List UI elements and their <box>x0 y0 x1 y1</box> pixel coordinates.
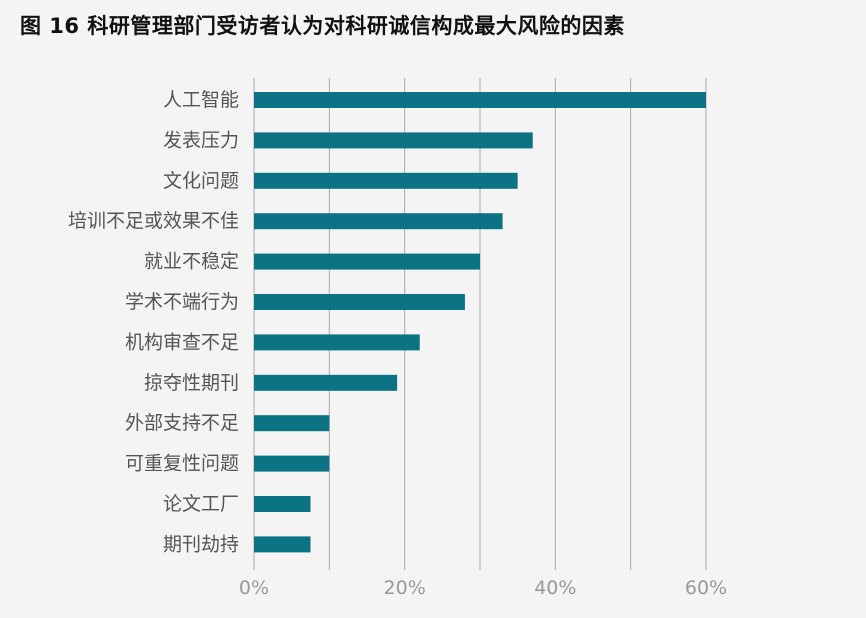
category-label: 期刊劫持 <box>163 533 239 555</box>
category-label: 可重复性问题 <box>125 453 239 475</box>
category-label: 学术不端行为 <box>125 291 239 313</box>
category-label: 人工智能 <box>163 89 239 111</box>
bar <box>254 496 311 512</box>
bar <box>254 172 518 189</box>
category-label: 掠夺性期刊 <box>144 372 239 394</box>
bar <box>254 536 311 553</box>
bar <box>254 253 480 270</box>
category-label: 就业不稳定 <box>144 251 239 273</box>
bar <box>254 92 706 108</box>
bar <box>254 294 465 310</box>
category-label: 发表压力 <box>163 129 239 151</box>
category-label: 培训不足或效果不佳 <box>68 210 239 232</box>
bar <box>254 334 420 351</box>
category-label: 文化问题 <box>163 170 239 192</box>
bar <box>254 213 503 230</box>
category-label: 外部支持不足 <box>125 412 239 434</box>
x-tick-label: 20% <box>384 577 426 599</box>
x-tick-label: 40% <box>534 577 576 599</box>
bar <box>254 132 533 149</box>
bar <box>254 455 330 472</box>
category-label: 机构审查不足 <box>125 331 239 353</box>
x-tick-label: 0% <box>239 577 269 599</box>
bar <box>254 374 398 391</box>
x-tick-label: 60% <box>685 577 727 599</box>
chart-title: 图 16 科研管理部门受访者认为对科研诚信构成最大风险的因素 <box>20 14 625 38</box>
category-label: 论文工厂 <box>163 493 239 515</box>
bar <box>254 415 330 432</box>
